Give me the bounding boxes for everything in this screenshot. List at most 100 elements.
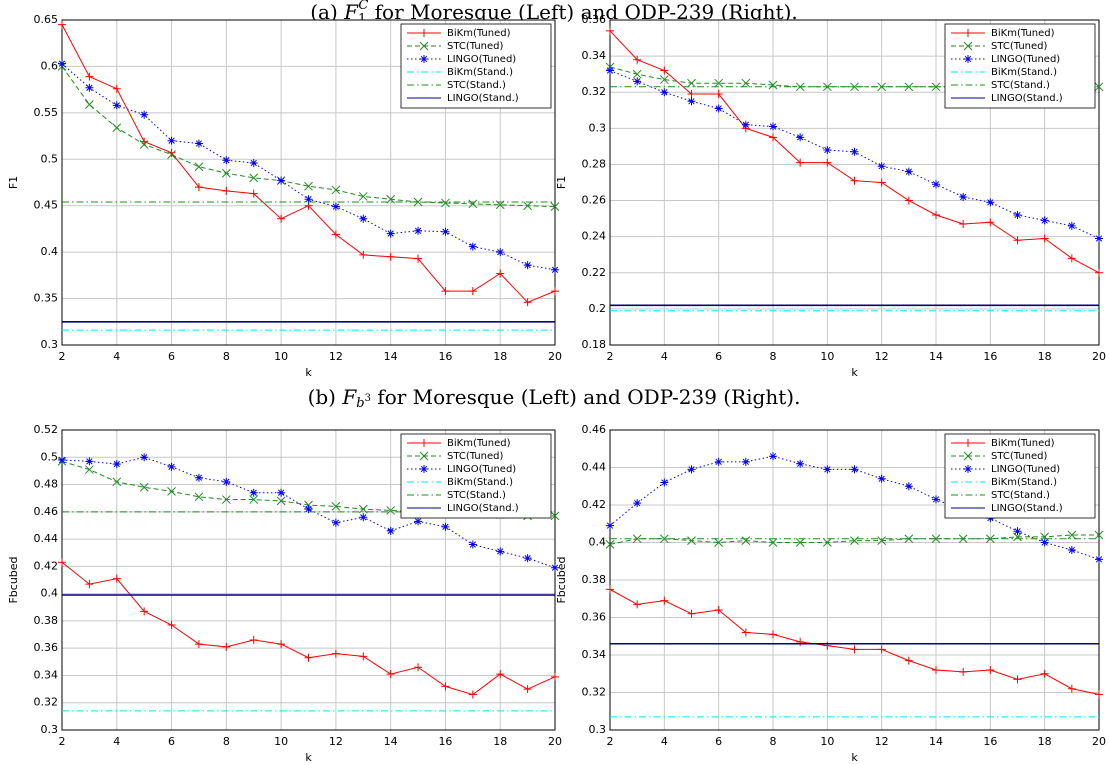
legend-marker bbox=[963, 41, 973, 51]
marker bbox=[523, 685, 532, 694]
y-tick-label: 0.44 bbox=[34, 532, 59, 545]
marker bbox=[167, 136, 176, 145]
marker bbox=[1067, 254, 1076, 263]
legend-label: STC(Tuned) bbox=[991, 451, 1048, 462]
marker bbox=[331, 230, 340, 239]
legend-label: STC(Stand.) bbox=[447, 80, 506, 91]
marker bbox=[1067, 546, 1076, 554]
y-tick-label: 0.32 bbox=[34, 696, 59, 709]
x-tick-label: 6 bbox=[715, 350, 722, 363]
y-tick-label: 0.26 bbox=[582, 194, 607, 207]
marker bbox=[85, 457, 94, 466]
marker bbox=[414, 517, 423, 526]
y-axis-label: F1 bbox=[555, 176, 568, 189]
marker bbox=[550, 202, 560, 211]
marker bbox=[877, 645, 886, 654]
marker bbox=[441, 522, 450, 531]
x-tick-label: 20 bbox=[1092, 350, 1106, 363]
x-tick-label: 12 bbox=[875, 735, 889, 748]
marker bbox=[386, 252, 395, 261]
marker bbox=[441, 198, 450, 208]
legend-label: BiKm(Tuned) bbox=[991, 438, 1055, 449]
marker bbox=[58, 20, 66, 29]
y-axis-label: F1 bbox=[7, 176, 20, 189]
marker bbox=[58, 558, 66, 567]
y-tick-label: 0.44 bbox=[582, 461, 607, 474]
caption-sup: C bbox=[358, 0, 368, 13]
x-tick-label: 12 bbox=[329, 735, 343, 748]
marker bbox=[1013, 236, 1022, 245]
marker bbox=[687, 90, 696, 99]
x-axis-label: k bbox=[305, 751, 312, 764]
y-tick-label: 0.24 bbox=[582, 230, 607, 243]
marker bbox=[386, 506, 396, 515]
marker bbox=[1095, 690, 1103, 699]
marker bbox=[468, 287, 477, 296]
y-tick-label: 0.3 bbox=[41, 338, 59, 351]
x-tick-label: 10 bbox=[274, 350, 288, 363]
marker bbox=[468, 199, 478, 209]
marker bbox=[904, 482, 913, 491]
marker bbox=[959, 220, 968, 229]
marker bbox=[112, 101, 121, 110]
chart: 0.3 0.35 0.4 0.45 0.5 0.55 0.6 0.65 2 4 6 8 10 12 14 16… bbox=[7, 13, 562, 379]
marker bbox=[687, 97, 696, 106]
x-tick-label: 16 bbox=[983, 735, 997, 748]
marker bbox=[606, 26, 614, 35]
marker bbox=[904, 196, 913, 205]
x-tick-label: 8 bbox=[223, 735, 230, 748]
y-tick-label: 0.36 bbox=[582, 611, 607, 624]
marker bbox=[1094, 530, 1104, 540]
legend-marker bbox=[419, 41, 429, 51]
x-tick-label: 14 bbox=[929, 735, 943, 748]
marker bbox=[304, 500, 313, 510]
marker bbox=[714, 90, 723, 99]
legend-box bbox=[400, 23, 552, 109]
marker bbox=[687, 536, 696, 545]
marker bbox=[140, 607, 149, 616]
marker bbox=[959, 192, 968, 201]
caption-symbol: F bbox=[341, 385, 357, 409]
x-tick-label: 14 bbox=[384, 735, 398, 748]
legend-label: BiKm(Stand.) bbox=[447, 67, 513, 78]
y-tick-label: 0.5 bbox=[41, 152, 59, 165]
marker bbox=[58, 59, 66, 68]
marker bbox=[1095, 555, 1103, 564]
caption: (a) F1C for Moresque (Left) and ODP-239 … bbox=[310, 0, 798, 27]
x-tick-label: 16 bbox=[438, 350, 452, 363]
marker bbox=[331, 649, 340, 658]
marker bbox=[1067, 221, 1076, 230]
marker bbox=[932, 180, 940, 189]
x-tick-label: 6 bbox=[168, 735, 175, 748]
marker bbox=[904, 82, 914, 92]
x-tick-label: 8 bbox=[223, 350, 230, 363]
marker bbox=[496, 547, 505, 556]
marker bbox=[249, 159, 258, 167]
y-tick-label: 0.5 bbox=[41, 450, 59, 463]
marker bbox=[359, 250, 368, 259]
marker bbox=[850, 536, 859, 545]
y-tick-label: 0.4 bbox=[41, 587, 59, 600]
marker bbox=[932, 211, 940, 219]
marker bbox=[249, 189, 258, 198]
x-tick-label: 4 bbox=[113, 350, 120, 363]
marker bbox=[660, 88, 669, 97]
marker bbox=[850, 465, 859, 474]
marker bbox=[496, 248, 505, 257]
marker bbox=[85, 100, 94, 109]
marker bbox=[741, 120, 750, 129]
caption-text: for Moresque (Left) and ODP-239 (Right). bbox=[375, 0, 798, 24]
marker bbox=[249, 488, 258, 497]
marker bbox=[58, 456, 66, 464]
legend-label: BiKm(Stand.) bbox=[991, 67, 1057, 78]
marker bbox=[823, 158, 832, 167]
marker bbox=[194, 183, 203, 192]
legend-label: BiKm(Tuned) bbox=[447, 438, 511, 449]
marker bbox=[850, 176, 859, 185]
y-tick-label: 0.2 bbox=[589, 302, 607, 315]
legend-label: LINGO(Stand.) bbox=[991, 93, 1063, 104]
marker bbox=[331, 502, 341, 511]
marker bbox=[606, 66, 614, 75]
marker bbox=[194, 492, 204, 502]
